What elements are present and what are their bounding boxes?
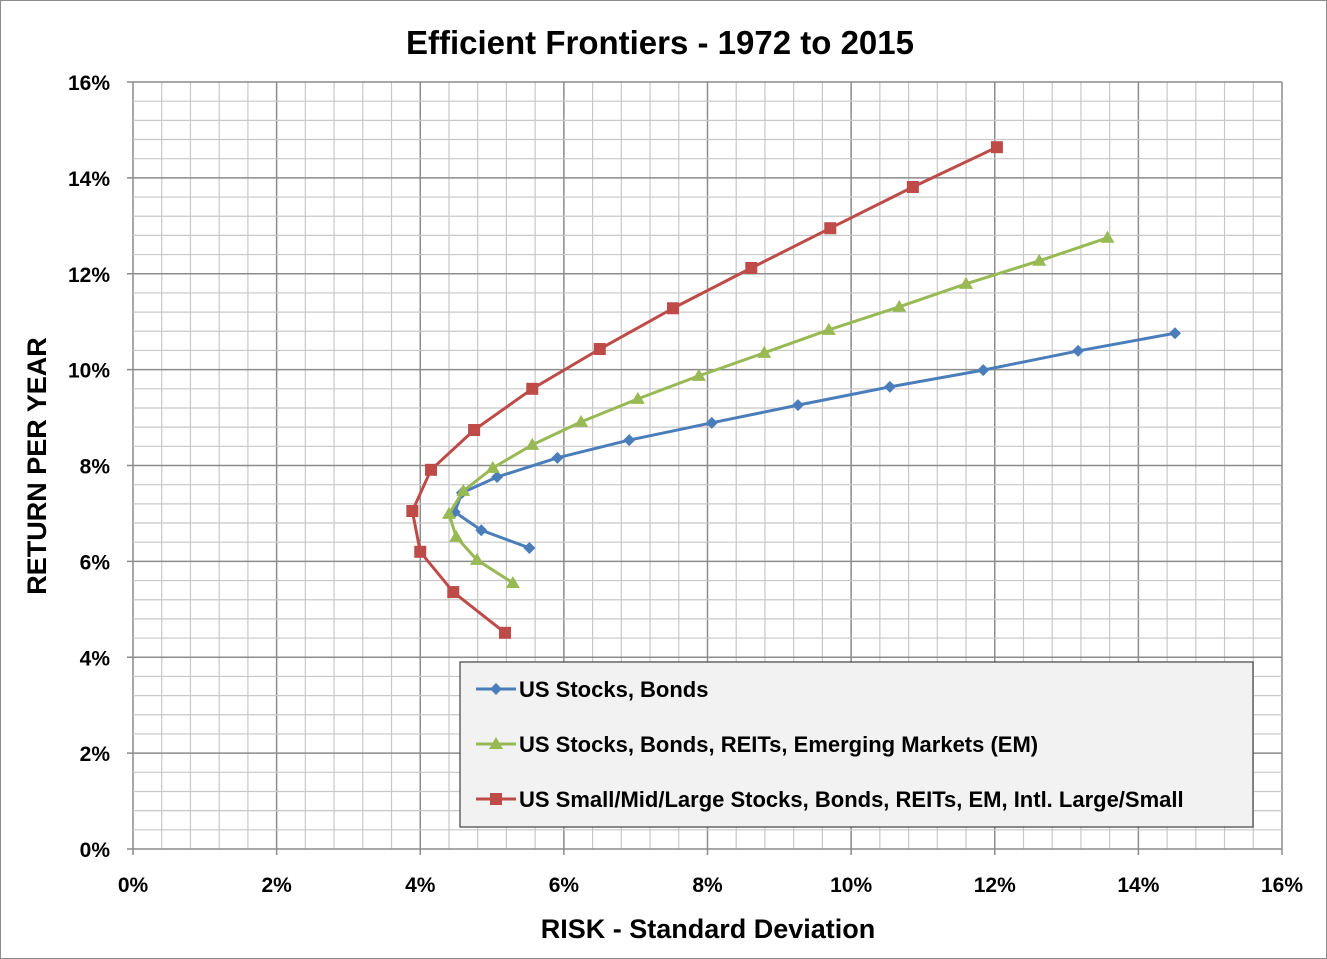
legend-item: US Stocks, Bonds, REITs, Emerging Market… [476, 732, 1038, 757]
y-tick-label: 4% [80, 647, 111, 670]
legend-label: US Stocks, Bonds, REITs, Emerging Market… [519, 732, 1038, 757]
x-tick-label: 10% [830, 874, 872, 897]
x-tick-label: 6% [549, 874, 580, 897]
square-marker [468, 424, 481, 437]
x-tick-label: 2% [261, 874, 292, 897]
y-tick-label: 2% [80, 743, 111, 766]
diamond-marker [1168, 327, 1181, 340]
x-tick-label: 4% [405, 874, 436, 897]
triangle-marker [574, 414, 589, 427]
triangle-marker [456, 483, 471, 496]
diamond-marker [551, 451, 564, 464]
square-marker [906, 180, 919, 193]
triangle-marker [691, 368, 706, 381]
diamond-marker [791, 399, 804, 412]
triangle-marker [525, 437, 540, 450]
triangle-marker [821, 322, 836, 335]
diamond-marker [977, 364, 990, 377]
square-marker [526, 382, 539, 395]
x-tick-label: 0% [118, 874, 149, 897]
square-marker [447, 586, 460, 599]
triangle-marker [1032, 253, 1047, 266]
chart-title: Efficient Frontiers - 1972 to 2015 [406, 24, 914, 61]
series-square [406, 141, 1003, 639]
triangle-marker [959, 276, 974, 289]
triangle-marker [757, 345, 772, 358]
y-axis-label: RETURN PER YEAR [22, 337, 52, 595]
legend: US Stocks, Bonds US Stocks, Bonds, REITs,… [459, 661, 1254, 828]
diamond-marker [705, 416, 718, 429]
grid [127, 81, 1283, 855]
legend-item: US Stocks, Bonds [476, 677, 708, 702]
diamond-marker [491, 471, 504, 484]
square-marker [990, 141, 1003, 154]
triangle-marker [485, 460, 500, 473]
x-tick-labels: 0% 2% 4% 6% 8% 10% 12% 14% 16% [118, 874, 1304, 897]
y-tick-labels: 0% 2% 4% 6% 8% 10% 12% 14% 16% [68, 72, 110, 862]
series-triangle [441, 230, 1115, 588]
legend-label: US Stocks, Bonds [519, 677, 708, 702]
legend-label: US Small/Mid/Large Stocks, Bonds, REITs,… [519, 787, 1184, 812]
y-tick-label: 6% [80, 551, 111, 574]
y-tick-label: 8% [80, 456, 111, 479]
triangle-marker [489, 737, 503, 749]
triangle-marker [892, 299, 907, 312]
diamond-marker [490, 683, 502, 695]
square-marker [414, 545, 427, 558]
x-tick-label: 16% [1261, 874, 1303, 897]
x-tick-label: 12% [974, 874, 1016, 897]
diamond-marker [523, 541, 536, 554]
triangle-marker [630, 391, 645, 404]
square-marker [824, 222, 837, 235]
triangle-marker [1100, 230, 1115, 243]
series-line [447, 236, 1108, 585]
square-marker [745, 261, 758, 274]
series-group [406, 141, 1181, 639]
x-tick-label: 8% [692, 874, 723, 897]
square-marker [593, 343, 606, 356]
diamond-marker [1072, 344, 1085, 357]
diamond-marker [623, 434, 636, 447]
triangle-marker [505, 575, 520, 588]
triangle-marker [449, 529, 464, 542]
y-tick-label: 0% [80, 839, 111, 862]
legend-box [459, 661, 1254, 828]
diamond-marker [883, 380, 896, 393]
triangle-marker [441, 506, 456, 519]
square-marker [498, 626, 511, 639]
square-marker [667, 302, 680, 315]
y-tick-label: 16% [68, 72, 110, 95]
x-axis-label: RISK - Standard Deviation [541, 914, 876, 944]
square-marker [490, 793, 502, 805]
legend-item: US Small/Mid/Large Stocks, Bonds, REITs,… [476, 787, 1184, 812]
y-tick-label: 12% [68, 264, 110, 287]
square-marker [406, 505, 419, 518]
diamond-marker [475, 524, 488, 537]
y-tick-label: 10% [68, 360, 110, 383]
square-marker [425, 463, 438, 476]
y-tick-label: 14% [68, 168, 110, 191]
x-tick-label: 14% [1117, 874, 1159, 897]
triangle-marker [469, 552, 484, 565]
